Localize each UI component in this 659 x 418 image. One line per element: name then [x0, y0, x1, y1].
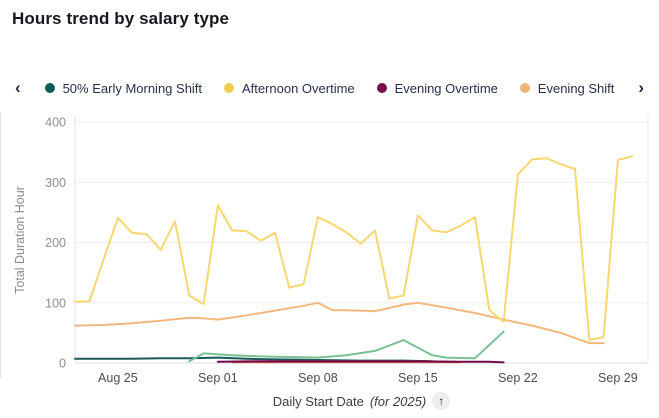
- legend-swatch-icon: [44, 83, 55, 93]
- series-line-4: [74, 301, 605, 345]
- y-tick-label: 0: [59, 357, 66, 371]
- legend-item-1[interactable]: Afternoon Overtime: [223, 80, 355, 96]
- x-tick-label: Sep 01: [198, 371, 238, 385]
- legend-swatch-icon: [376, 83, 387, 93]
- legend-item-label: 50% Early Morning Shift: [62, 80, 203, 96]
- legend-item-label: Evening Shift: [537, 80, 615, 96]
- x-tick-label: Sep 22: [498, 371, 538, 385]
- legend-item-2[interactable]: Evening Overtime: [376, 80, 498, 96]
- series-line-5: [74, 155, 634, 342]
- legend-next-chevron-icon[interactable]: ›: [638, 78, 644, 97]
- x-axis-sort-button[interactable]: ↑: [432, 392, 451, 410]
- x-axis-title: Daily Start Date (for 2025) ↑: [75, 391, 648, 411]
- legend-item-label: Evening Overtime: [394, 80, 498, 96]
- legend-item-label: Afternoon Overtime: [241, 80, 355, 96]
- legend-prev-chevron-icon[interactable]: ‹: [15, 78, 21, 97]
- x-tick-label: Sep 08: [298, 371, 338, 385]
- sort-ascending-icon: ↑: [438, 394, 445, 408]
- y-axis-title: Total Duration Hour: [13, 186, 27, 294]
- series-line-2: [216, 360, 505, 364]
- legend-swatch-icon: [223, 83, 234, 93]
- y-tick-label: 400: [45, 116, 66, 130]
- x-tick-label: Sep 29: [598, 371, 638, 385]
- x-tick-label: Aug 25: [98, 371, 138, 385]
- legend-item-3[interactable]: Evening Shift: [519, 80, 615, 96]
- y-tick-label: 300: [45, 176, 66, 190]
- x-axis-title-note: (for 2025): [369, 393, 427, 409]
- x-axis-title-text: Daily Start Date: [272, 393, 364, 409]
- legend: ‹ 50% Early Morning Shift Afternoon Overt…: [0, 76, 659, 100]
- legend-item-0[interactable]: 50% Early Morning Shift: [44, 80, 203, 96]
- series-line-3: [188, 330, 505, 363]
- legend-swatch-icon: [519, 83, 530, 93]
- panel-edge-divider: [0, 112, 1, 378]
- y-tick-label: 100: [45, 296, 66, 310]
- page-title: Hours trend by salary type: [12, 9, 230, 28]
- y-tick-label: 200: [45, 236, 66, 250]
- x-tick-label: Sep 15: [398, 371, 438, 385]
